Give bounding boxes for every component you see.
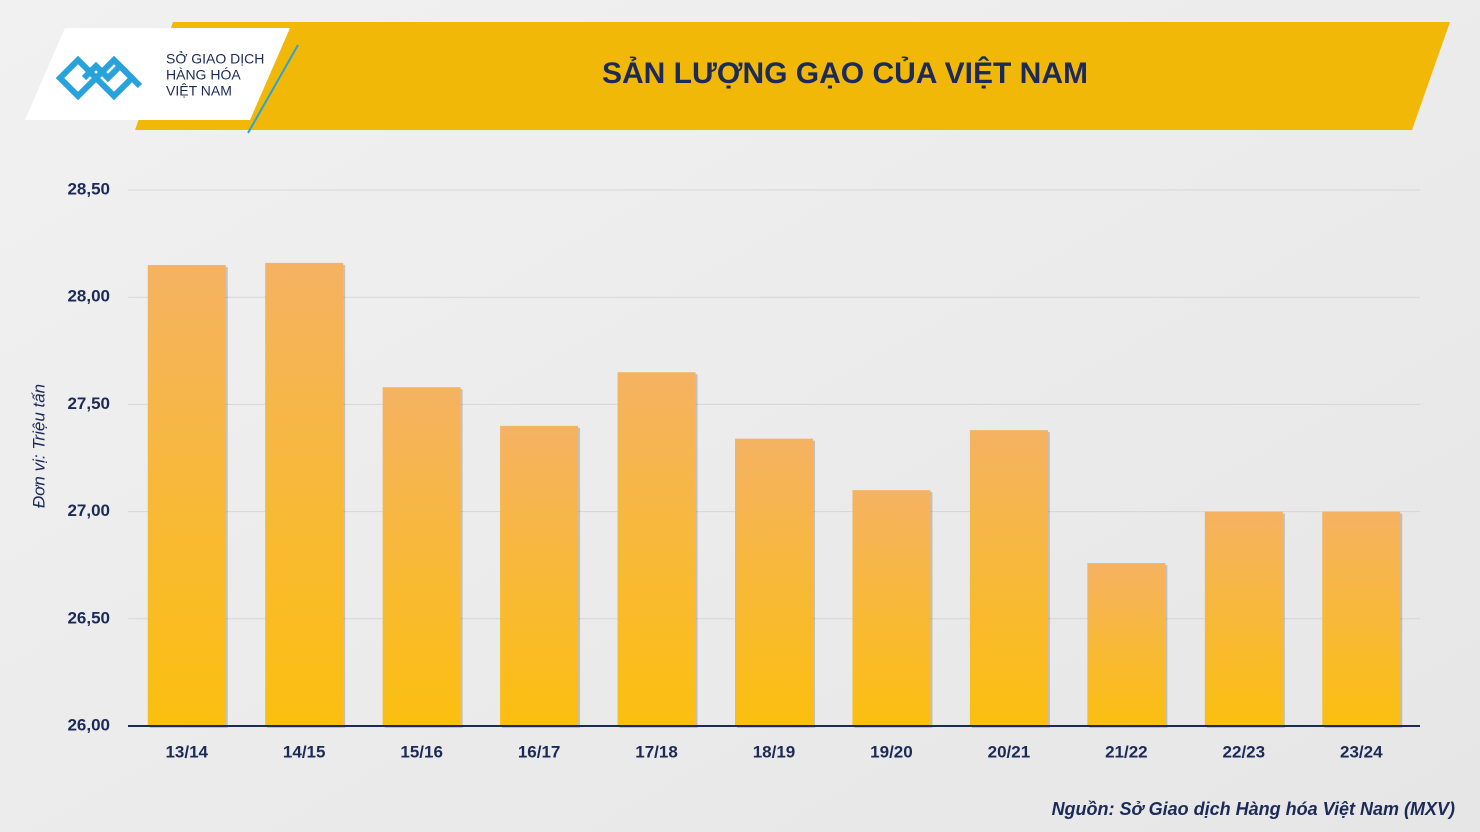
y-tick-label: 27,50 (67, 394, 110, 413)
bar (735, 438, 813, 726)
y-axis-label: Đơn vị: Triệu tấn (29, 384, 48, 508)
y-tick-label: 28,00 (67, 287, 110, 306)
y-tick-label: 26,50 (67, 608, 110, 627)
y-tick-label: 27,00 (67, 501, 110, 520)
logo-text: SỞ GIAO DỊCH (166, 50, 264, 67)
title-banner (135, 22, 1450, 130)
bar (852, 490, 931, 726)
x-tick-label: 21/22 (1105, 742, 1148, 761)
chart-title: SẢN LƯỢNG GẠO CỦA VIỆT NAM (602, 56, 1088, 90)
bar (969, 430, 1048, 726)
logo-accent (247, 44, 299, 134)
x-tick-label: 17/18 (635, 742, 678, 761)
logo-text: VIỆT NAM (166, 83, 232, 99)
x-tick-label: 18/19 (753, 742, 796, 761)
bar (500, 425, 579, 726)
x-tick-label: 19/20 (870, 742, 913, 761)
bar (1087, 563, 1166, 726)
bar (382, 387, 461, 726)
bar (1322, 511, 1401, 726)
x-tick-label: 22/23 (1223, 742, 1266, 761)
source-note: Nguồn: Sở Giao dịch Hàng hóa Việt Nam (M… (1052, 799, 1455, 819)
bar (617, 372, 696, 726)
x-tick-label: 15/16 (400, 742, 443, 761)
y-tick-label: 26,00 (67, 715, 110, 734)
bar (147, 265, 226, 726)
x-tick-label: 23/24 (1340, 742, 1383, 761)
x-tick-label: 13/14 (165, 742, 208, 761)
bar (265, 262, 344, 726)
x-tick-label: 14/15 (283, 742, 326, 761)
bar (1204, 511, 1283, 726)
logo-mark (55, 55, 143, 101)
x-tick-label: 16/17 (518, 742, 561, 761)
logo-panel (25, 28, 290, 120)
y-tick-label: 28,50 (67, 179, 110, 198)
x-tick-label: 20/21 (988, 742, 1031, 761)
logo-text: HÀNG HÓA (166, 67, 241, 83)
